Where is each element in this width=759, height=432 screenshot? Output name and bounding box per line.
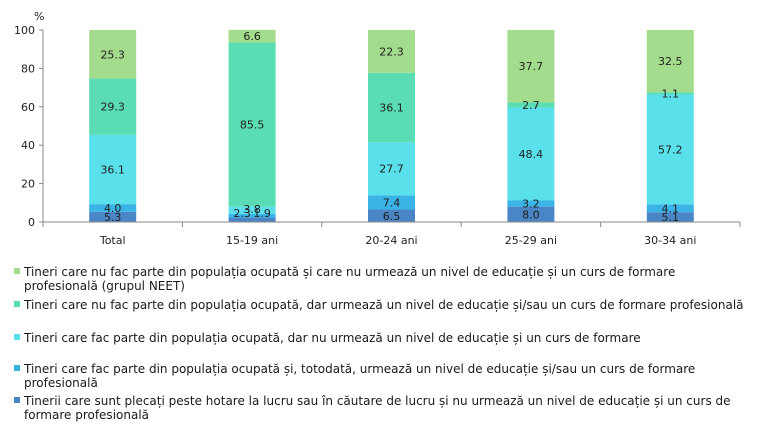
value-label: 32.5 (658, 55, 683, 68)
bar-segment (507, 200, 555, 207)
value-label: 8.0 (522, 208, 540, 221)
y-tick-label: 0 (28, 216, 35, 229)
y-tick-label: 60 (21, 101, 35, 114)
bar-segment (228, 213, 276, 218)
x-tick-label: 20-24 ani (365, 234, 417, 247)
value-label: 2.7 (522, 99, 540, 112)
bar-segment (89, 211, 137, 222)
bar-segment (507, 206, 555, 222)
value-label: 5.3 (104, 211, 122, 224)
bar-segment (368, 195, 415, 210)
value-label: 1.9 (253, 207, 271, 220)
bars (89, 29, 694, 222)
legend-swatch-employed-not-in-education (14, 334, 20, 340)
legend-swatch-neet (14, 268, 20, 274)
value-label: 6.6 (243, 30, 261, 43)
x-tick-label: 15-19 ani (226, 234, 278, 247)
value-label: 5.1 (662, 211, 680, 224)
bar-segment (368, 72, 415, 143)
value-label: 3.2 (522, 198, 540, 211)
bar-segment (89, 204, 137, 212)
legend-label-neet: Tineri care nu fac parte din populația o… (24, 265, 676, 293)
value-label: 2.3 (233, 207, 251, 220)
value-label: 27.7 (379, 163, 404, 176)
y-tick-label: 80 (21, 62, 35, 75)
legend-label-employed-not-in-education: Tineri care fac parte din populația ocup… (24, 331, 641, 345)
bar-segment (646, 30, 694, 93)
x-axis: Total 15-19 ani 20-24 ani 25-29 ani 30-34 an… (42, 221, 741, 247)
bar-segment (89, 134, 137, 205)
bar-segment (368, 142, 415, 196)
bar-segment (228, 217, 276, 222)
legend-label-not-employed-in-education: Tineri care nu fac parte din populația o… (24, 298, 744, 312)
bar-segment (228, 29, 276, 43)
bar-segment (646, 92, 694, 95)
bar-segment (368, 209, 415, 222)
value-label: 36.1 (100, 163, 125, 176)
value-label: 25.3 (100, 48, 125, 61)
bar-segment (89, 30, 137, 79)
y-tick-label: 40 (21, 139, 35, 152)
x-tick-label: 30-34 ani (644, 234, 696, 247)
x-tick-label: 25-29 ani (505, 234, 557, 247)
bar-segment (646, 204, 694, 213)
value-labels: 5.34.0 36.1 29.3 25.3 2.33.81.9 85.5 6.6 6.57.4… (100, 30, 682, 224)
y-axis: 0 20 40 60 80 100 (14, 24, 44, 229)
bar-segment (368, 30, 415, 73)
legend-label-employed-in-education: Tineri care fac parte din populația ocup… (24, 362, 696, 390)
bar-segment (507, 30, 555, 103)
bar-segment (646, 212, 694, 222)
y-tick-label: 100 (14, 24, 35, 37)
legend-swatch-employed-in-education (14, 365, 20, 371)
bar-segment (507, 107, 555, 201)
value-label: 4.0 (104, 202, 122, 215)
bar-segment (646, 94, 694, 205)
legend-label-abroad: Tinerii care sunt plecați peste hotare l… (24, 394, 731, 422)
bar-segment (228, 206, 276, 214)
value-label: 7.4 (383, 196, 401, 209)
legend-swatch-abroad (14, 397, 20, 403)
bar-segment (228, 42, 276, 207)
y-tick-label: 20 (21, 178, 35, 191)
value-label: 36.1 (379, 101, 404, 114)
value-label: 29.3 (100, 101, 125, 114)
bar-segment (507, 102, 555, 108)
y-unit-label: % (34, 10, 44, 23)
x-tick-label: Total (99, 234, 126, 247)
bar-segment (89, 78, 137, 135)
value-label: 6.5 (383, 210, 401, 223)
value-label: 1.1 (662, 87, 680, 100)
legend-swatch-not-employed-in-education (14, 301, 20, 307)
value-label: 3.8 (243, 203, 261, 216)
value-label: 4.1 (662, 202, 680, 215)
value-label: 37.7 (519, 60, 544, 73)
value-label: 85.5 (240, 119, 265, 132)
value-label: 22.3 (379, 45, 404, 58)
value-label: 57.2 (658, 143, 683, 156)
value-label: 48.4 (519, 148, 544, 161)
